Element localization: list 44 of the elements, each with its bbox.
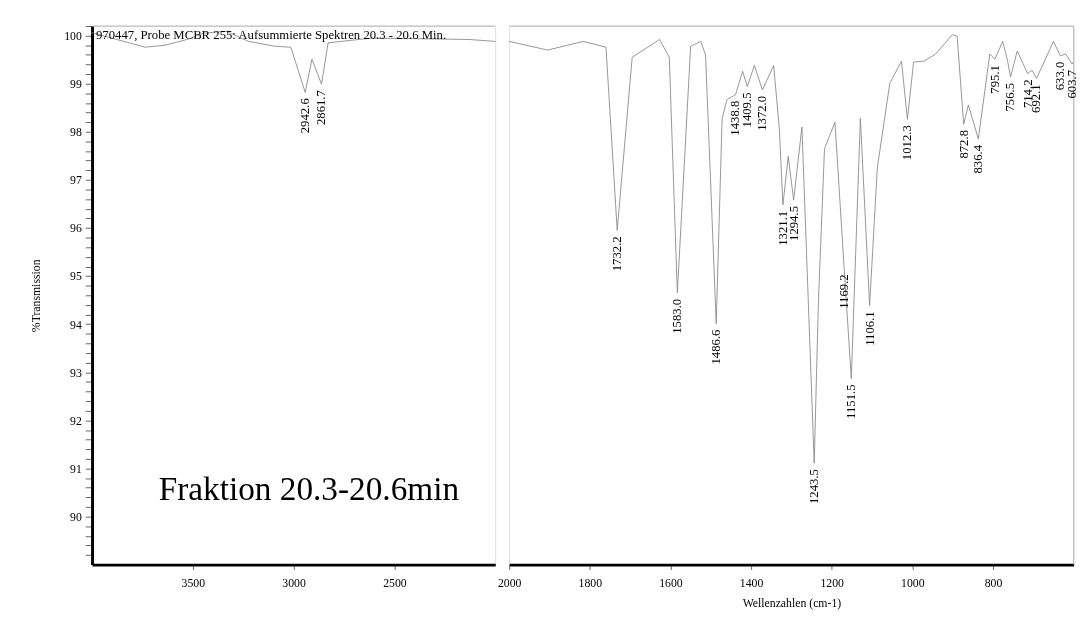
y-tick-label: 99 xyxy=(70,78,82,92)
annotation: 756.5 xyxy=(1003,82,1018,112)
y-tick-label: 93 xyxy=(70,366,82,380)
annotation: 1486.6 xyxy=(709,329,724,365)
y-tick-label: 96 xyxy=(70,222,82,236)
x-tick-label: 3000 xyxy=(282,576,306,590)
annotation: 2861.7 xyxy=(314,90,329,126)
annotation: 1169.2 xyxy=(837,274,852,309)
x-tick-label: 2500 xyxy=(383,576,407,590)
annotation: 2942.6 xyxy=(298,98,313,134)
annotation: 1438.8 xyxy=(728,100,743,136)
y-tick-label: 91 xyxy=(70,462,82,476)
x-tick-label: 2000 xyxy=(497,576,522,590)
x-tick-label: 1800 xyxy=(578,576,603,590)
annotation: 1583.0 xyxy=(670,298,685,334)
annotation: 633.0 xyxy=(1053,61,1068,91)
y-tick-label: 95 xyxy=(70,270,82,284)
x-tick-label: 1600 xyxy=(659,576,683,590)
y-axis-title: %Transmission xyxy=(29,259,43,333)
x-axis-title: Wellenzahlen (cm-1) xyxy=(742,597,842,611)
x-tick-label: 3500 xyxy=(181,576,206,590)
annotation: 1409.5 xyxy=(740,92,755,128)
x-tick-label: 1200 xyxy=(820,576,845,590)
y-tick-label: 90 xyxy=(70,510,82,524)
annotation: 795.1 xyxy=(987,65,1002,94)
annotation: 1732.2 xyxy=(610,236,625,272)
annotation: 1151.5 xyxy=(844,384,859,419)
annotation: 603.7 xyxy=(1065,69,1080,99)
chart-title: 970447, Probe MCBR 255: Aufsummierte Spektren 20.3 - 20.6 Min. xyxy=(95,27,447,42)
annotation: 836.4 xyxy=(971,144,986,174)
annotation: 872.8 xyxy=(956,129,971,159)
annotation: 1012.3 xyxy=(900,125,915,161)
y-tick-label: 92 xyxy=(70,414,82,428)
annotation: 1243.5 xyxy=(807,469,822,505)
y-tick-label: 98 xyxy=(70,126,82,140)
y-tick-label: 100 xyxy=(64,30,82,44)
x-tick-label: 1400 xyxy=(739,576,764,590)
annotation: 1372.0 xyxy=(755,95,770,131)
x-tick-label: 800 xyxy=(984,576,1003,590)
x-tick-label: 1000 xyxy=(901,576,925,590)
y-tick-label: 94 xyxy=(70,318,82,332)
y-tick-label: 97 xyxy=(70,174,82,188)
annotation: 1106.1 xyxy=(862,311,877,346)
annotation: Fraktion 20.3-20.6min xyxy=(158,469,460,507)
